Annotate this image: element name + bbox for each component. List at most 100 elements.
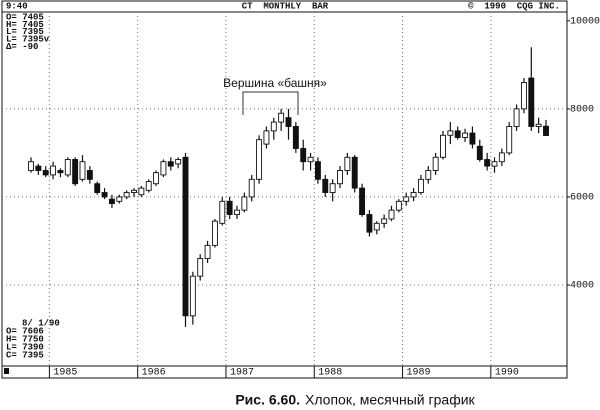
candle-body — [182, 156, 189, 317]
candle-body — [476, 145, 483, 160]
candle-body — [381, 218, 388, 224]
candle-body — [285, 117, 292, 127]
candle-body — [35, 165, 42, 171]
info-bottom: C= 7395 — [6, 350, 44, 360]
candle-body — [226, 200, 233, 215]
candle-body — [535, 123, 542, 127]
candle-body — [440, 134, 446, 158]
y-tick-label: 10000 — [570, 16, 600, 27]
candle-body — [241, 196, 248, 211]
candle-body — [116, 196, 123, 202]
x-tick-label: 1985 — [53, 368, 77, 379]
info-top: O= 7405 — [6, 12, 44, 22]
candle-body — [417, 178, 424, 193]
x-tick-label: 1990 — [495, 368, 519, 379]
candle-body — [314, 161, 321, 180]
x-tick-label: 1987 — [230, 368, 254, 379]
candle-body — [373, 222, 380, 231]
candle-body — [72, 159, 79, 185]
candle-body — [359, 187, 366, 215]
candle-body — [64, 159, 71, 176]
y-tick-label: 4000 — [570, 281, 594, 292]
candle-body — [160, 161, 167, 176]
candle-body — [454, 130, 461, 138]
candle-body — [50, 165, 57, 176]
candle-body — [219, 200, 226, 224]
candle-body — [57, 170, 64, 174]
candle-body — [86, 170, 93, 180]
candle-body — [425, 170, 432, 180]
candle-body — [204, 244, 211, 260]
candle-body — [270, 121, 277, 132]
candle-body — [528, 77, 535, 127]
annotation-bracket — [242, 91, 299, 115]
candle-body — [462, 132, 469, 138]
candle-body — [484, 159, 491, 167]
header-right: © 1990 CQG INC. — [468, 1, 560, 11]
candle-body — [388, 209, 395, 220]
candle-body — [491, 161, 498, 167]
candle-body — [432, 156, 439, 171]
candle-body — [256, 139, 263, 180]
candle-body — [145, 181, 152, 191]
candle-body — [292, 126, 299, 149]
candle-body — [278, 112, 285, 123]
candle-body — [322, 178, 329, 193]
y-tick-label: 6000 — [570, 193, 594, 204]
candle-body — [447, 130, 454, 136]
x-tick-label: 1988 — [318, 368, 342, 379]
x-tick-label: 1989 — [407, 368, 431, 379]
y-tick-label: 8000 — [570, 105, 594, 116]
candle-body — [94, 183, 101, 193]
caption-text: Хлопок, месячный график — [305, 392, 476, 408]
header-center: CT MONTHLY BAR — [242, 1, 329, 11]
candle-body — [167, 161, 174, 167]
candle-body — [403, 196, 410, 202]
candle-body — [79, 161, 86, 180]
info-top: L= 7395v — [6, 35, 50, 45]
info-bottom: O= 7606 — [6, 326, 44, 336]
candle-body — [234, 209, 240, 215]
info-bottom: H= 7750 — [6, 334, 44, 344]
candle-body — [189, 275, 196, 317]
candle-body — [175, 159, 182, 165]
candle-body — [520, 81, 527, 110]
caption-label: Рис. 6.60. — [235, 392, 300, 408]
annotation: Вершина «башня» — [223, 76, 327, 90]
candle-body — [42, 170, 49, 176]
candle-body — [153, 172, 160, 185]
candle-body — [307, 156, 314, 163]
info-top: L= 7395 — [6, 27, 44, 37]
candle-body — [395, 200, 402, 211]
candle-body — [131, 189, 137, 193]
candle-body — [197, 258, 204, 277]
candle-body — [351, 156, 358, 189]
candle-body — [513, 108, 520, 127]
candle-body — [366, 214, 373, 233]
info-top: H= 7405 — [6, 20, 44, 30]
candle-body — [263, 130, 270, 145]
candle-body — [28, 161, 34, 171]
candle-body — [543, 125, 549, 136]
marker — [4, 368, 9, 374]
candle-body — [101, 192, 108, 198]
candle-body — [138, 187, 145, 196]
candle-body — [498, 152, 505, 163]
info-bottom: L= 7390 — [6, 342, 44, 352]
header-left: 9:40 — [6, 1, 28, 11]
candle-body — [337, 170, 343, 185]
x-tick-label: 1986 — [142, 368, 166, 379]
candle-body — [123, 192, 130, 198]
info-top: Δ= -90 — [6, 42, 38, 52]
candle-body — [108, 198, 115, 204]
candle-body — [344, 156, 351, 171]
candle-body — [211, 220, 218, 246]
candle-body — [248, 178, 255, 198]
candle-body — [300, 148, 307, 163]
candle-body — [329, 183, 336, 193]
frame — [1, 0, 568, 379]
candle-body — [469, 132, 476, 145]
candle-body — [410, 192, 417, 198]
candle-body — [506, 126, 513, 154]
